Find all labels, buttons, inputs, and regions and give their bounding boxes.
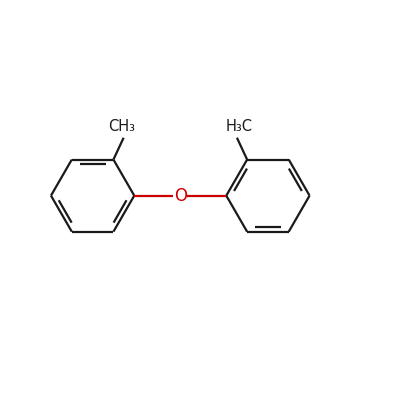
Text: CH₃: CH₃	[108, 119, 135, 134]
Text: H₃C: H₃C	[226, 119, 253, 134]
Text: O: O	[174, 187, 187, 205]
